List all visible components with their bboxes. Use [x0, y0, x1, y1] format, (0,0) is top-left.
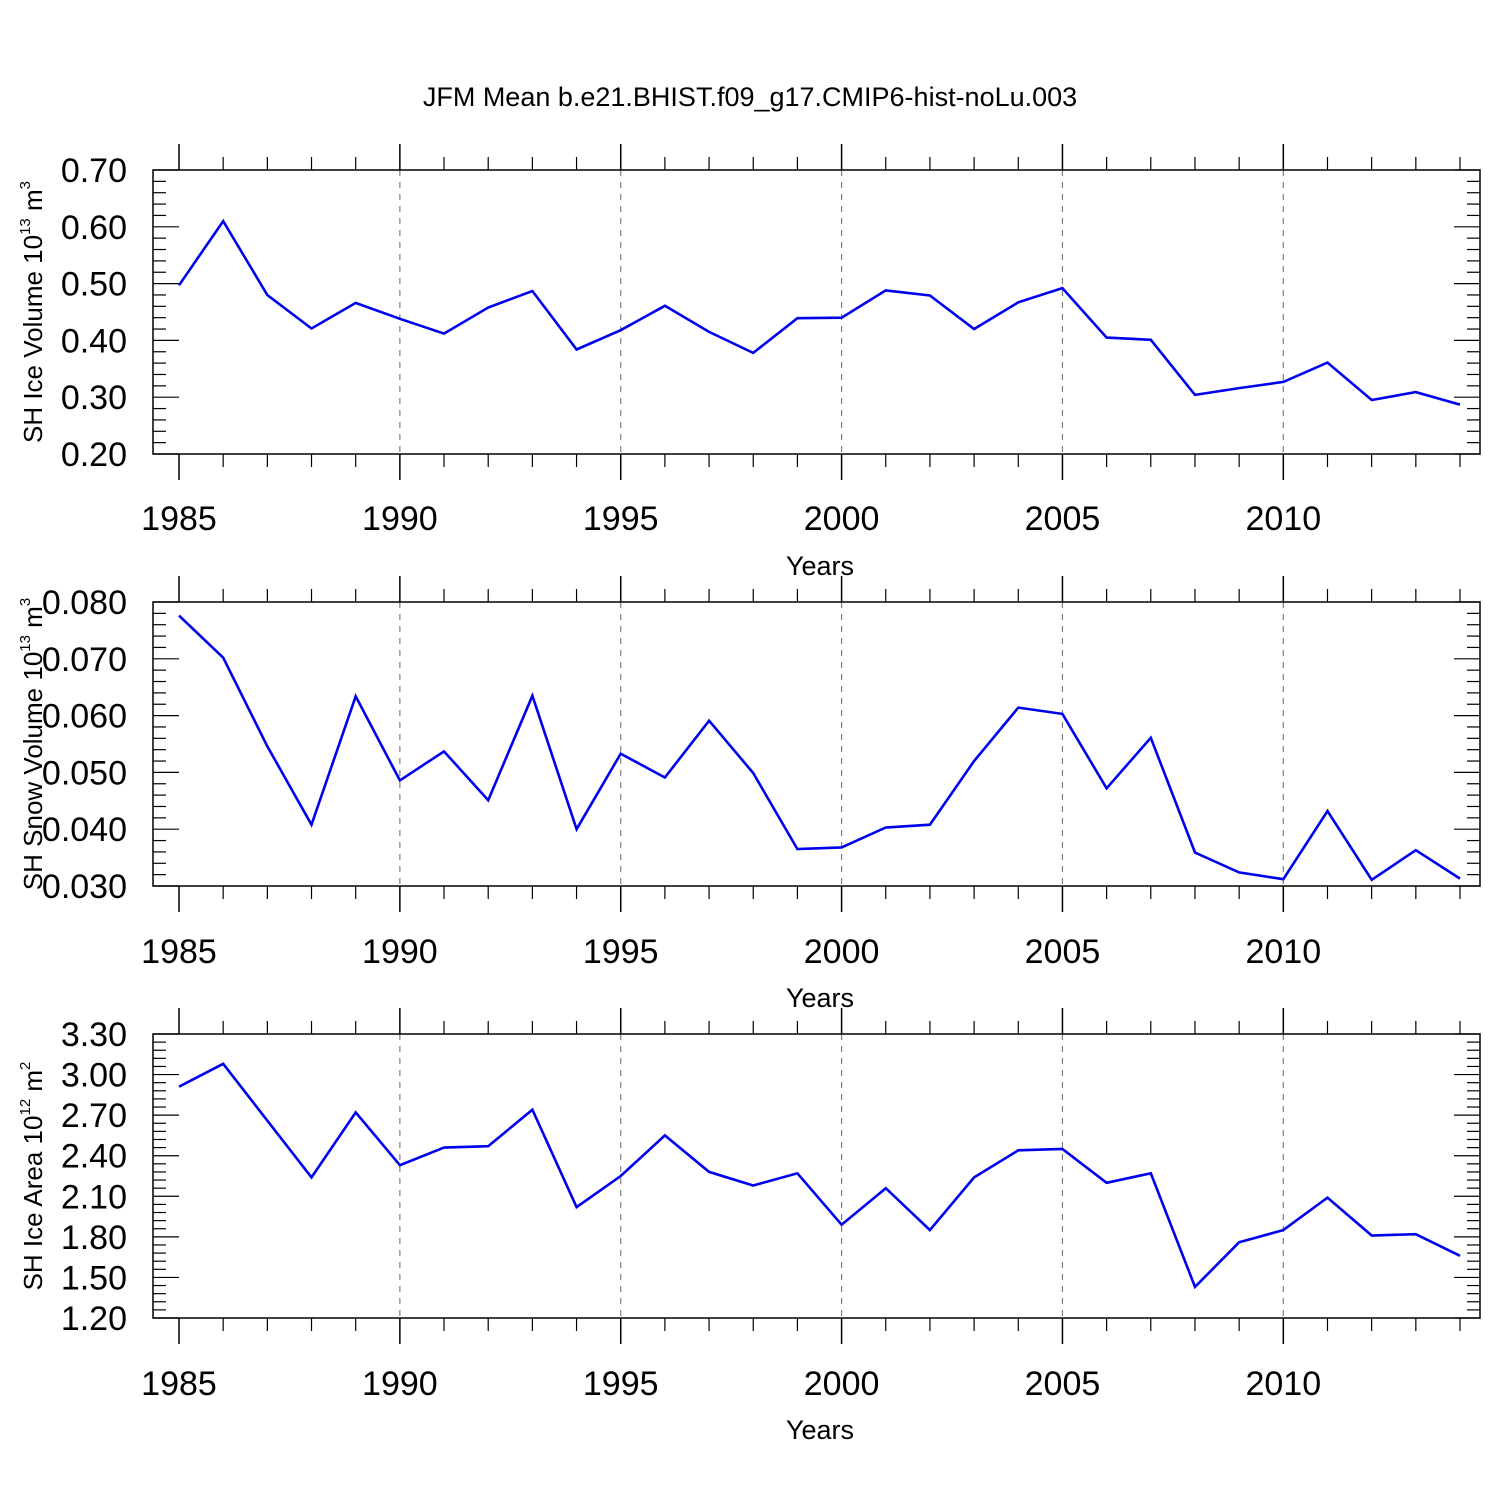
xtick-label: 1985	[141, 1365, 217, 1403]
xtick-label: 1990	[362, 1365, 438, 1403]
xtick-label: 1995	[583, 500, 659, 538]
xtick-label: 2000	[804, 500, 880, 538]
x-axis-title: Years	[786, 1415, 854, 1445]
panel-3: 1985 1990 1995 2000 2005 2010 1.201.501.802.10…	[17, 1008, 1481, 1445]
y-axis-title-unit-exp: 2	[17, 1062, 34, 1070]
xtick-label: 1995	[583, 933, 659, 971]
x-axis-title: Years	[786, 551, 854, 581]
y-axis-title-unit: m	[18, 606, 48, 635]
ytick-label: 0.080	[42, 584, 127, 622]
ytick-label: 2.10	[61, 1178, 127, 1216]
y-axis-title-unit: m	[18, 189, 48, 218]
ytick-label: 3.00	[61, 1057, 127, 1095]
ytick-label: 0.50	[61, 266, 127, 304]
plot-frame	[152, 1033, 1481, 1319]
ytick-label: 0.20	[61, 436, 127, 474]
y-axis-title-exp: 13	[17, 218, 34, 235]
plot-frame	[152, 601, 1481, 887]
ytick-label: 0.40	[61, 322, 127, 360]
ytick-label: 0.60	[61, 209, 127, 247]
series-line	[177, 218, 1461, 406]
ytick-label: 3.30	[61, 1016, 127, 1054]
xtick-label: 1995	[583, 1365, 659, 1403]
xtick-label: 2010	[1245, 500, 1321, 538]
y-axis-title-prefix: SH Ice Area 10	[18, 1116, 48, 1291]
xtick-label: 1985	[141, 933, 217, 971]
ytick-label: 1.80	[61, 1219, 127, 1257]
xtick-label: 2010	[1245, 933, 1321, 971]
y-axis-title-exp: 13	[17, 635, 34, 652]
series-line	[178, 614, 1461, 882]
y-axis-title-unit: m	[18, 1070, 48, 1099]
xtick-label: 2005	[1025, 500, 1101, 538]
ytick-label: 2.70	[61, 1097, 127, 1135]
ytick-label: 0.070	[42, 641, 127, 679]
ytick-label: 0.050	[42, 754, 127, 792]
y-axis-title-unit-exp: 3	[17, 598, 34, 606]
y-axis-title: SH Ice Area 1012 m2	[17, 1062, 48, 1291]
xtick-label: 2005	[1025, 933, 1101, 971]
ytick-label: 0.040	[42, 811, 127, 849]
ytick-label: 0.030	[42, 868, 127, 906]
y-axis-title-prefix: SH Ice Volume 10	[18, 235, 48, 443]
y-axis-title: SH Ice Volume 1013 m3	[17, 181, 48, 443]
xtick-label: 2000	[804, 1365, 880, 1403]
y-axis-title-exp: 12	[17, 1099, 34, 1116]
xtick-label: 1990	[362, 933, 438, 971]
ytick-label: 2.40	[61, 1138, 127, 1176]
panel-1: 1985 1990 1995 2000 2005 2010 0.20 0.30 0.40 0.50…	[17, 144, 1481, 581]
series-line	[178, 1062, 1461, 1290]
xtick-label: 1985	[141, 500, 217, 538]
plot-frame	[152, 169, 1481, 455]
y-axis-title-unit-exp: 3	[17, 181, 34, 189]
ytick-label: 0.30	[61, 379, 127, 417]
y-axis-title-prefix: SH Snow Volume 10	[18, 652, 48, 890]
ytick-label: 1.50	[61, 1259, 127, 1297]
ytick-label: 1.20	[61, 1300, 127, 1338]
xtick-label: 2010	[1245, 1365, 1321, 1403]
ytick-label: 0.060	[42, 698, 127, 736]
y-axis-title: SH Snow Volume 1013 m3	[17, 598, 48, 890]
xtick-label: 2000	[804, 933, 880, 971]
panels: 1985 1990 1995 2000 2005 2010 0.20 0.30 0.40 0.50…	[17, 144, 1481, 1445]
ytick-label: 0.70	[61, 152, 127, 190]
panel-2: 1985 1990 1995 2000 2005 2010 0.030 0.040 0.050 0…	[17, 576, 1481, 1013]
chart-title: JFM Mean b.e21.BHIST.f09_g17.CMIP6-hist-…	[423, 82, 1077, 112]
xtick-label: 1990	[362, 500, 438, 538]
xtick-label: 2005	[1025, 1365, 1101, 1403]
x-axis-title: Years	[786, 983, 854, 1013]
